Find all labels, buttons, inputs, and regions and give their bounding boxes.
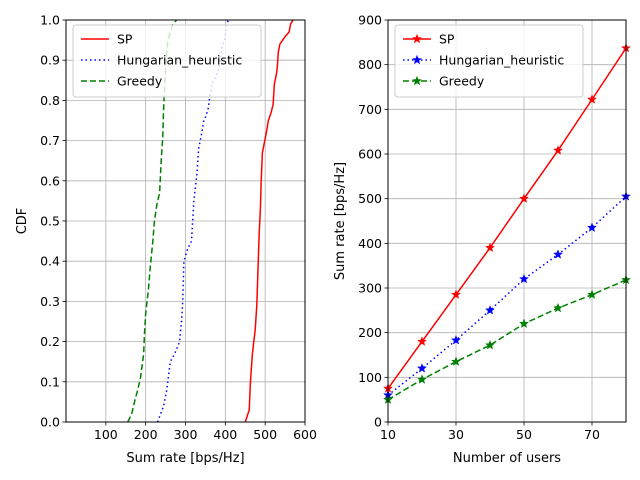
- cdf-x-tick-label: 400: [213, 427, 237, 442]
- sumrate-data-point: [484, 242, 496, 253]
- sumrate-axes-frame: [387, 19, 627, 423]
- cdf-x-axis-label: Sum rate [bps/Hz]: [126, 451, 244, 466]
- sumrate-y-tick-label: 0: [374, 415, 382, 430]
- sumrate-data-point: [552, 145, 564, 155]
- cdf-x-tick-label: 500: [253, 427, 277, 442]
- cdf-legend-label: Greedy: [117, 74, 163, 89]
- cdf-y-tick-label: 1.0: [40, 13, 60, 28]
- cdf-y-tick-label: 0.8: [40, 93, 60, 108]
- sumrate-x-tick-label: 50: [516, 427, 532, 442]
- sumrate-data-point: [416, 336, 428, 346]
- cdf-legend-label: SP: [117, 32, 133, 47]
- sumrate-legend-marker: [411, 54, 423, 65]
- sumrate-data-point: [450, 356, 462, 366]
- cdf-x-tick-label: 600: [293, 427, 317, 442]
- cdf-chart: 100 200 300 400 500 600 0.0 0.1 0.2 0.3 0.4 0.5 0.6 0…: [15, 13, 317, 467]
- sumrate-series-line-sp: [388, 47, 626, 389]
- cdf-y-tick-label: 0.0: [40, 415, 60, 430]
- sumrate-data-point: [518, 193, 530, 203]
- cdf-y-tick-label: 0.7: [40, 133, 60, 148]
- cdf-x-tick-label: 200: [134, 427, 158, 442]
- sumrate-x-tick-label: 30: [448, 427, 464, 442]
- sumrate-y-tick-label: 800: [358, 57, 382, 72]
- cdf-y-tick-label: 0.2: [40, 334, 60, 349]
- sumrate-x-tick-label: 70: [584, 427, 600, 442]
- sumrate-legend-marker: [411, 75, 423, 86]
- sumrate-x-tick-label: 10: [380, 427, 396, 442]
- sumrate-data-point: [518, 318, 530, 329]
- sumrate-data-point: [552, 249, 564, 259]
- cdf-y-tick-label: 0.5: [40, 214, 60, 229]
- sumrate-data-point: [416, 363, 428, 373]
- cdf-y-tick-label: 0.1: [40, 374, 60, 389]
- sumrate-x-axis-label: Number of users: [453, 451, 561, 466]
- sumrate-legend: SP Hungarian_heuristic Greedy: [394, 24, 584, 98]
- sumrate-series-line-hungarian_heuristic: [388, 195, 626, 396]
- sumrate-y-tick-label: 600: [358, 147, 382, 162]
- cdf-x-tick-label: 300: [174, 427, 198, 442]
- sumrate-data-point: [552, 302, 564, 313]
- cdf-ticks: 100 200 300 400 500 600 0.0 0.1 0.2 0.3 0.4 0.5 0.6 0…: [40, 13, 317, 443]
- sumrate-data-point: [416, 374, 428, 384]
- sumrate-y-tick-label: 500: [358, 191, 382, 206]
- sumrate-data-point: [586, 289, 598, 299]
- sumrate-data-point: [450, 289, 462, 299]
- sumrate-legend-marker: [411, 33, 423, 44]
- cdf-series-line-sp: [244, 20, 294, 422]
- sumrate-legend-label: Hungarian_heuristic: [439, 53, 564, 68]
- cdf-legend-label: Hungarian_heuristic: [117, 53, 242, 68]
- sumrate-series-line-greedy: [388, 279, 626, 401]
- sumrate-y-tick-label: 100: [358, 370, 382, 385]
- sumrate-y-tick-label: 300: [358, 281, 382, 296]
- sumrate-data-point: [484, 305, 496, 315]
- cdf-y-tick-label: 0.4: [40, 254, 60, 269]
- sumrate-y-tick-label: 700: [358, 102, 382, 117]
- sumrate-y-axis-label: Sum rate [bps/Hz]: [333, 162, 348, 280]
- cdf-y-axis-label: CDF: [15, 208, 30, 235]
- cdf-y-tick-label: 0.9: [40, 53, 60, 68]
- cdf-axes-frame: [65, 19, 306, 423]
- sumrate-y-tick-label: 400: [358, 236, 382, 251]
- cdf-legend-box: [72, 24, 262, 98]
- sumrate-legend-box: [394, 24, 584, 98]
- sumrate-data-point: [484, 339, 496, 350]
- sumrate-y-tick-label: 200: [358, 325, 382, 340]
- sumrate-data-point: [586, 222, 598, 232]
- cdf-y-tick-label: 0.6: [40, 173, 60, 188]
- cdf-y-tick-label: 0.3: [40, 294, 60, 309]
- sumrate-data-point: [518, 273, 530, 284]
- cdf-x-tick-label: 100: [94, 427, 118, 442]
- sumrate-series: [382, 42, 632, 404]
- sumrate-data-point: [450, 334, 462, 345]
- sumrate-y-tick-label: 900: [358, 13, 382, 28]
- sumrate-data-point: [586, 94, 598, 104]
- sumrate-legend-label: SP: [439, 32, 455, 47]
- sumrate-legend-label: Greedy: [439, 74, 485, 89]
- cdf-legend: SP Hungarian_heuristic Greedy: [72, 24, 262, 98]
